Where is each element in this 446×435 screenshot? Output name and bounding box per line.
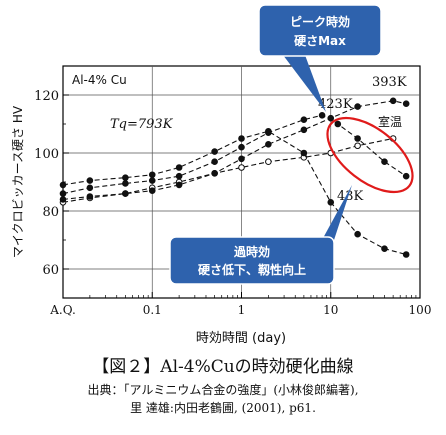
data-point: [300, 126, 308, 134]
x-tick-label: A.Q.: [49, 303, 76, 317]
data-point: [211, 170, 218, 177]
data-point: [238, 164, 245, 171]
y-tick-label: 100: [34, 147, 59, 162]
data-point: [238, 155, 245, 163]
data-point: [381, 245, 388, 252]
peak-aging-callout: ピーク時効 硬さMax: [258, 4, 382, 112]
data-point: [354, 103, 361, 110]
highlight-ellipse: [326, 116, 414, 194]
data-point: [327, 199, 335, 206]
series-label-393k: 393K: [372, 75, 407, 90]
data-point: [265, 158, 272, 165]
data-point: [148, 187, 156, 194]
x-axis-label: 時効時間 (day): [196, 331, 286, 346]
data-point: [238, 143, 245, 151]
data-point: [122, 190, 129, 197]
peak-aging-text-2: 硬さMax: [294, 34, 346, 48]
figure-caption-title: 【図２】Al-4%Cuの時効硬化曲線: [92, 357, 354, 377]
figure-source-line-2: 里 達雄:内田老鶴圃, (2001), p61.: [130, 401, 316, 415]
aging-hardness-chart: A.Q. 0.1 1 10 100 60 80 100 120 マイクロビッカース硬さ HV 時…: [11, 4, 431, 346]
data-point: [211, 148, 218, 155]
data-point: [402, 100, 410, 107]
series-line-2: [62, 114, 407, 195]
data-point: [148, 171, 156, 179]
series-layer: [59, 97, 410, 258]
x-tick-label: 1: [238, 303, 246, 317]
over-aging-callout: 過時効 硬さ低下、靱性向上: [169, 185, 352, 285]
data-point: [59, 196, 67, 203]
data-point: [122, 174, 129, 181]
x-tick-label: 10: [323, 303, 338, 317]
data-point: [175, 164, 183, 171]
x-tick-label: 100: [409, 303, 432, 317]
y-axis-label: マイクロビッカース硬さ HV: [11, 105, 25, 258]
data-point: [402, 172, 410, 180]
peak-aging-text: ピーク時効: [290, 14, 350, 29]
x-tick-label: 0.1: [143, 303, 162, 317]
data-point: [175, 172, 183, 180]
data-point: [402, 251, 410, 258]
over-aging-text: 過時効: [233, 244, 270, 259]
data-point: [175, 181, 183, 189]
data-point: [300, 116, 308, 123]
quench-temperature-label: Tq=793K: [110, 117, 174, 132]
data-point: [86, 184, 94, 192]
data-point: [86, 177, 94, 184]
data-point: [318, 112, 326, 119]
data-point: [238, 135, 245, 142]
y-tick-label: 120: [34, 89, 59, 104]
data-point: [265, 127, 272, 135]
figure-source-line-1: 出典：「アルミニウム合金の強度」(小林俊郎編著),: [87, 383, 359, 397]
panel-label: Al-4% Cu: [72, 73, 127, 87]
data-point: [211, 158, 218, 165]
data-point: [86, 193, 94, 200]
data-point: [265, 141, 272, 148]
data-point: [122, 180, 129, 187]
data-point: [381, 158, 388, 165]
series-label-423k: 423K: [318, 97, 353, 112]
tick-layer: A.Q. 0.1 1 10 100 60 80 100 120: [34, 89, 431, 317]
data-point: [354, 230, 361, 238]
data-point: [389, 97, 397, 105]
data-point: [59, 190, 67, 197]
series-label-room-temp: 室温: [378, 114, 402, 129]
y-tick-label: 80: [42, 205, 59, 220]
series-label-443k: 43K: [337, 189, 364, 204]
data-point: [148, 177, 156, 184]
data-point: [300, 149, 308, 157]
data-point: [354, 135, 361, 142]
y-tick-label: 60: [42, 263, 59, 278]
over-aging-text-2: 硬さ低下、靱性向上: [198, 262, 306, 277]
data-point: [334, 120, 342, 128]
data-point: [59, 181, 67, 189]
data-point: [354, 142, 361, 150]
